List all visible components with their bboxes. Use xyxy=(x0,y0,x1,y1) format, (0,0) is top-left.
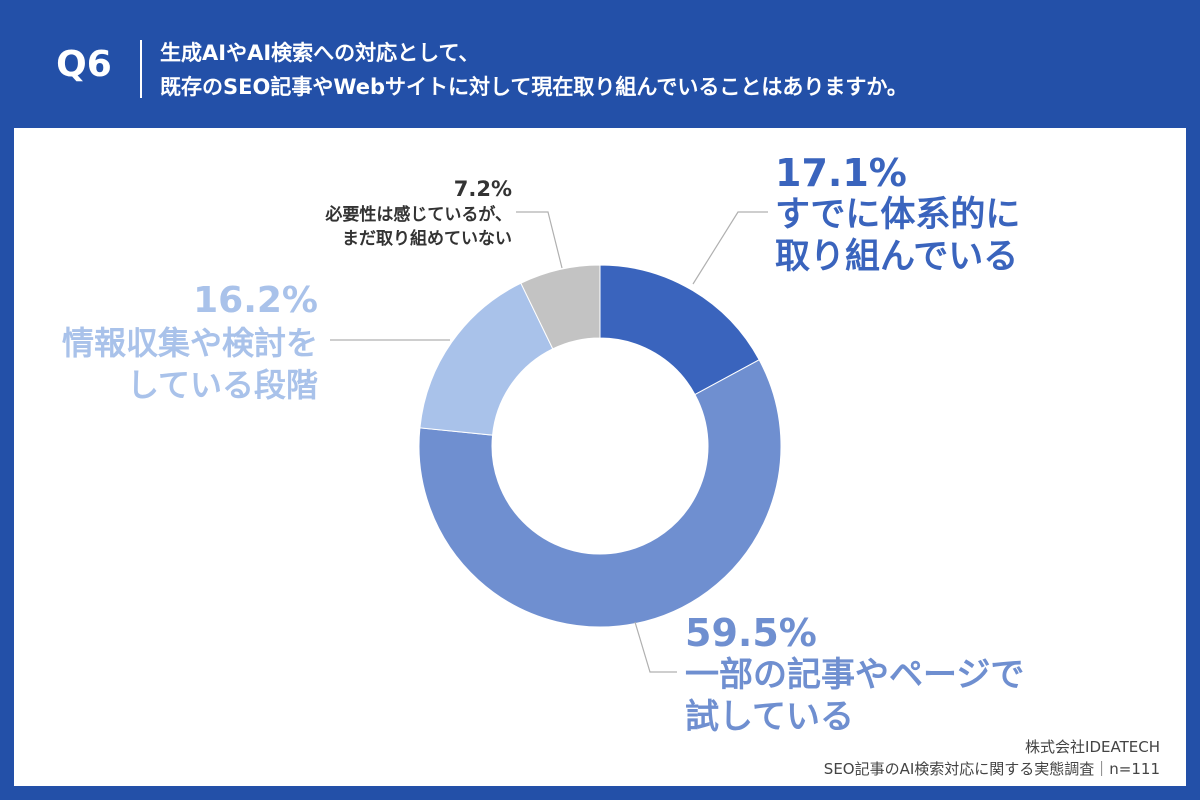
header-divider xyxy=(140,40,142,98)
header-bar: Q6 生成AIやAI検索への対応として、 既存のSEO記事やWebサイトに対して… xyxy=(0,0,1200,128)
slice-1-percent: 59.5% xyxy=(685,611,817,655)
question-number: Q6 xyxy=(56,44,112,85)
slice-label-3: 7.2% 必要性は感じているが、 まだ取り組めていない xyxy=(325,175,512,251)
slice-label-0: 17.1% すでに体系的に 取り組んでいる xyxy=(775,152,1020,278)
slice-1-text: 一部の記事やページで 試している xyxy=(685,655,1025,737)
slice-3-percent: 7.2% xyxy=(453,177,512,201)
donut-slice-3 xyxy=(520,264,601,350)
question-title-line-1: 生成AIやAI検索への対応として、 xyxy=(160,41,480,65)
slice-label-2: 16.2% 情報収集や検討を している段階 xyxy=(62,280,318,406)
company-name: 株式会社IDEATECH xyxy=(1025,738,1160,756)
slice-3-text: 必要性は感じているが、 まだ取り組めていない xyxy=(325,205,512,249)
donut-slice-1 xyxy=(418,359,782,628)
slice-2-percent: 16.2% xyxy=(193,280,318,321)
leader-line-slice-3 xyxy=(516,211,563,269)
slice-0-percent: 17.1% xyxy=(775,151,907,195)
slice-2-text: 情報収集や検討を している段階 xyxy=(61,324,318,404)
footer-credit: 株式会社IDEATECH SEO記事のAI検索対応に関する実態調査｜n=111 xyxy=(824,736,1160,780)
question-title-line-2: 既存のSEO記事やWebサイトに対して現在取り組んでいることはありますか。 xyxy=(160,75,908,99)
chart-panel xyxy=(14,128,1186,786)
leader-line-slice-0 xyxy=(692,211,768,285)
slice-label-1: 59.5% 一部の記事やページで 試している xyxy=(685,612,1024,738)
question-title: 生成AIやAI検索への対応として、 既存のSEO記事やWebサイトに対して現在取… xyxy=(160,36,1180,104)
slice-0-text: すでに体系的に 取り組んでいる xyxy=(775,195,1021,277)
survey-name: SEO記事のAI検索対応に関する実態調査｜n=111 xyxy=(823,760,1160,778)
leader-line-slice-1 xyxy=(634,621,677,673)
